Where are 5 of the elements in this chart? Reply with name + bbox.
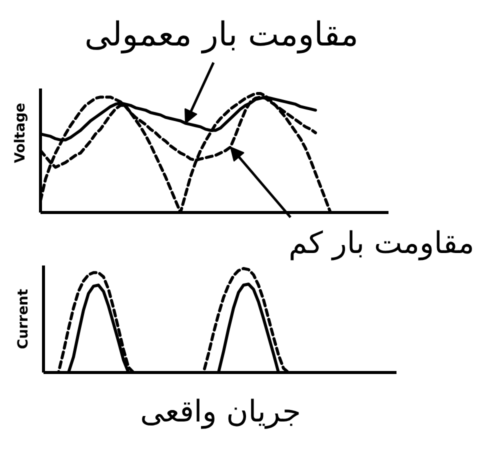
text: مقاومت بار معمولی — [84, 14, 358, 54]
text: مقاومت بار کم — [288, 226, 474, 261]
y-axis-title: Current — [16, 288, 32, 350]
y-axis-title: Voltage — [12, 102, 28, 164]
x-axis-title: جریان واقعی — [140, 394, 301, 430]
